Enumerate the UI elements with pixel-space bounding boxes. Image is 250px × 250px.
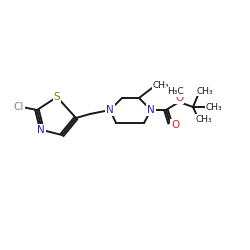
Text: N: N bbox=[147, 105, 155, 115]
Text: CH₃: CH₃ bbox=[153, 82, 169, 90]
Text: CH₃: CH₃ bbox=[197, 86, 213, 96]
Text: O: O bbox=[175, 93, 183, 103]
Text: Cl: Cl bbox=[14, 102, 24, 112]
Text: O: O bbox=[171, 120, 179, 130]
Text: CH₃: CH₃ bbox=[196, 114, 212, 124]
Text: N: N bbox=[106, 105, 114, 115]
Text: CH₃: CH₃ bbox=[206, 102, 222, 112]
Text: N: N bbox=[37, 125, 45, 135]
Text: H₃C: H₃C bbox=[167, 88, 183, 96]
Text: S: S bbox=[54, 92, 60, 102]
